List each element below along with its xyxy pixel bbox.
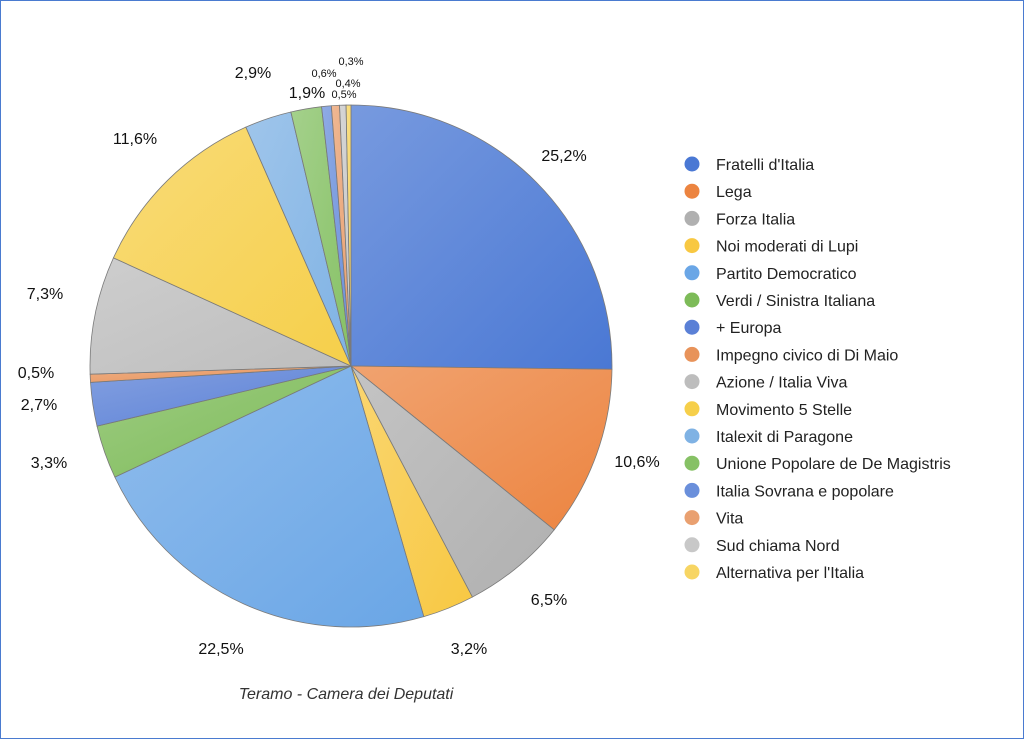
legend-entry: Movimento 5 Stelle [716,402,852,419]
legend-marker [684,238,700,254]
pie-slice [345,104,352,367]
legend-entry: Vita [716,511,743,528]
legend-marker [684,183,700,199]
pie-slice [89,257,352,375]
data-label: 0,5% [331,89,356,101]
legend-marker [684,401,700,417]
data-label: 2,7% [21,397,57,414]
data-label: 0,3% [338,56,363,68]
data-label: 7,3% [27,286,63,303]
data-label: 3,2% [451,641,487,658]
data-label: 1,9% [289,85,325,102]
data-label: 10,6% [614,454,659,471]
data-label: 22,5% [198,641,243,658]
legend-entry: Italexit di Paragone [716,429,853,446]
pie-slice [112,126,352,367]
legend-entry: Verdi / Sinistra Italiana [716,293,875,310]
legend-entry: Impegno civico di Di Maio [716,347,898,364]
legend-marker [684,428,700,444]
legend-entry: Azione / Italia Viva [716,375,847,392]
legend-marker [684,455,700,471]
data-label: 2,9% [235,65,271,82]
legend-marker [684,346,700,362]
legend-marker [684,510,700,526]
legend-entry: Noi moderati di Lupi [716,239,858,256]
legend-marker [684,265,700,281]
legend-marker [684,319,700,335]
legend-marker [684,292,700,308]
legend-entry: Alternativa per l'Italia [716,565,864,582]
legend-marker [684,210,700,226]
pie-slice [350,104,613,370]
data-label: 6,5% [531,592,567,609]
pie-slice [114,365,425,628]
legend: Fratelli d'Italia Lega Forza Italia Noi mod… [684,156,951,582]
data-label: 3,3% [31,455,67,472]
legend-marker [684,482,700,498]
legend-entry: Partito Democratico [716,266,857,283]
data-label: 0,6% [311,68,336,80]
legend-marker [684,564,700,580]
legend-marker [684,374,700,390]
chart-title: Teramo - Camera dei Deputati [239,686,454,703]
legend-entry: Unione Popolare de De Magistris [716,456,951,473]
legend-entry: Forza Italia [716,211,795,228]
legend-entry: Italia Sovrana e popolare [716,483,894,500]
data-label: 25,2% [541,148,586,165]
legend-entry: Fratelli d'Italia [716,157,814,174]
data-label: 11,6% [113,131,157,148]
legend-marker [684,156,700,172]
pie-slice [349,365,613,531]
legend-marker [684,537,700,553]
legend-entry: Sud chiama Nord [716,538,840,555]
legend-entry: Lega [716,184,752,201]
legend-entry: + Europa [716,320,781,337]
data-label: 0,4% [335,78,360,90]
data-label: 0,5% [18,365,54,382]
